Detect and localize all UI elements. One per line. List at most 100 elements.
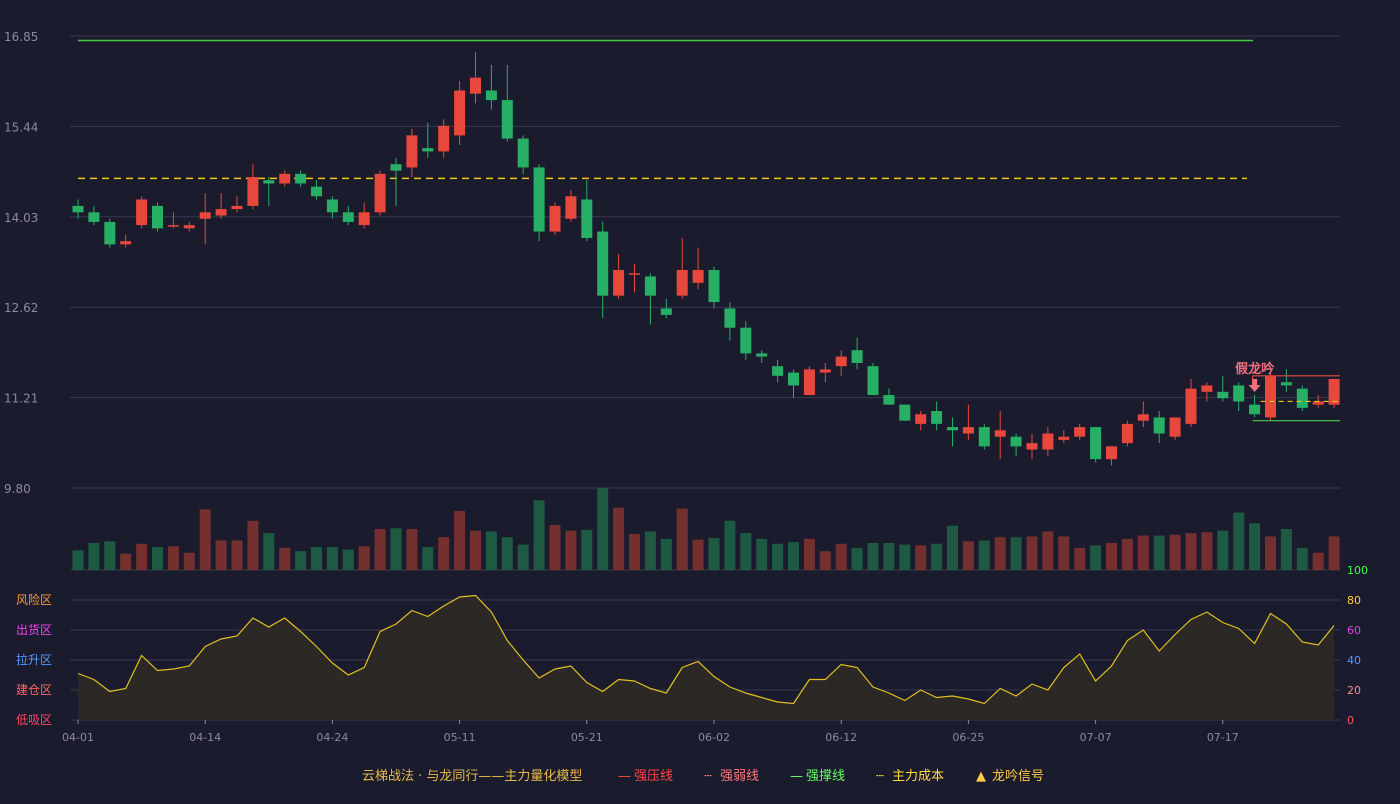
candle-body	[72, 205, 84, 213]
indicator-zone-label: 出货区	[16, 622, 52, 637]
candle-body	[390, 164, 402, 171]
indicator-zone-label: 风险区	[16, 592, 52, 607]
candle-body	[883, 395, 895, 405]
candle-body	[358, 212, 370, 226]
volume-bar	[740, 533, 752, 570]
volume-bar	[485, 531, 497, 570]
volume-bar	[819, 551, 831, 570]
candle-body	[263, 180, 275, 184]
price-tick-label: 15.44	[4, 120, 38, 134]
volume-bar	[136, 543, 148, 570]
candle-body	[88, 212, 100, 222]
price-tick-label: 16.85	[4, 30, 38, 44]
volume-bar	[517, 544, 529, 570]
volume-bar	[72, 550, 84, 570]
volume-bar	[581, 529, 593, 570]
candle-body	[708, 270, 720, 303]
candle-body	[644, 276, 656, 296]
volume-bar	[724, 520, 736, 570]
legend-item-label: 强压线	[634, 769, 673, 784]
volume-bar	[1026, 536, 1038, 570]
volume-bar	[772, 543, 784, 570]
candle-body	[104, 221, 116, 245]
candle-body	[1058, 436, 1070, 440]
price-tick-label: 11.21	[4, 392, 38, 406]
volume-bar	[183, 552, 195, 570]
volume-bar	[1074, 547, 1086, 570]
x-tick-label: 05-21	[571, 731, 603, 744]
volume-bar	[931, 543, 943, 570]
candle-body	[1249, 404, 1261, 415]
volume-bar	[883, 542, 895, 570]
candle-body	[454, 90, 466, 136]
legend-item-label: 龙吟信号	[992, 768, 1044, 784]
candle-body	[295, 173, 307, 184]
x-tick-label: 04-01	[62, 731, 94, 744]
candle-body	[931, 411, 943, 424]
candle-body	[183, 225, 195, 229]
candle-body	[565, 196, 577, 219]
legend-symbol: ▲	[976, 769, 986, 784]
volume-bar	[231, 540, 243, 570]
x-tick-label: 07-07	[1080, 731, 1112, 744]
indicator-zone-label: 建仓区	[16, 683, 52, 697]
candle-body	[1042, 433, 1054, 450]
candle-body	[517, 138, 529, 168]
volume-bar	[835, 543, 847, 570]
volume-bar	[1106, 542, 1117, 570]
legend-symbol: ┄	[704, 769, 712, 784]
x-tick-label: 06-12	[825, 731, 857, 744]
candle-body	[740, 327, 752, 354]
legend-item-label: 主力成本	[892, 769, 944, 784]
candle-body	[1074, 427, 1086, 437]
volume-bar	[1042, 531, 1054, 570]
indicator-tick-label: 0	[1347, 714, 1354, 727]
volume-bar	[406, 529, 418, 570]
candle-body	[899, 404, 911, 421]
volume-bar	[867, 542, 879, 570]
volume-bar	[1201, 532, 1213, 570]
volume-bar	[104, 541, 116, 570]
volume-bar	[1296, 547, 1308, 570]
indicator-tick-label: 40	[1347, 654, 1361, 667]
volume-bar	[311, 547, 322, 570]
volume-bar	[1233, 512, 1245, 570]
candle-body	[1010, 436, 1022, 447]
candle-body	[676, 270, 688, 296]
volume-bar	[1153, 535, 1165, 570]
candle-body	[406, 135, 418, 168]
candle-body	[342, 212, 354, 222]
volume-bar	[326, 547, 338, 570]
volume-bar	[438, 537, 450, 570]
price-tick-label: 9.80	[4, 482, 31, 496]
candle-body	[533, 167, 545, 232]
volume-bar	[215, 540, 227, 570]
volume-bar	[152, 547, 163, 570]
volume-bar	[994, 537, 1006, 570]
candle-body	[231, 205, 243, 210]
volume-bar	[1312, 552, 1324, 570]
candle-body	[136, 199, 148, 226]
volume-bar	[660, 538, 672, 570]
candle-body	[1090, 427, 1102, 460]
candle-body	[1280, 382, 1292, 386]
volume-bar	[1249, 523, 1261, 570]
candle-body	[867, 366, 879, 396]
candle-body	[247, 177, 259, 206]
candle-body	[501, 100, 513, 139]
candle-body	[947, 427, 958, 431]
candle-body	[803, 369, 815, 396]
indicator-zone-label: 低吸区	[16, 713, 52, 727]
candle-body	[470, 77, 481, 94]
candle-body	[1217, 391, 1229, 399]
candle-body	[978, 427, 990, 447]
volume-bar	[978, 540, 990, 570]
volume-bar	[342, 549, 354, 570]
candle-body	[422, 148, 434, 152]
candle-body	[311, 186, 322, 197]
volume-bar	[613, 507, 625, 570]
candle-body	[485, 90, 497, 101]
candle-body	[279, 173, 291, 184]
volume-bar	[629, 533, 640, 570]
